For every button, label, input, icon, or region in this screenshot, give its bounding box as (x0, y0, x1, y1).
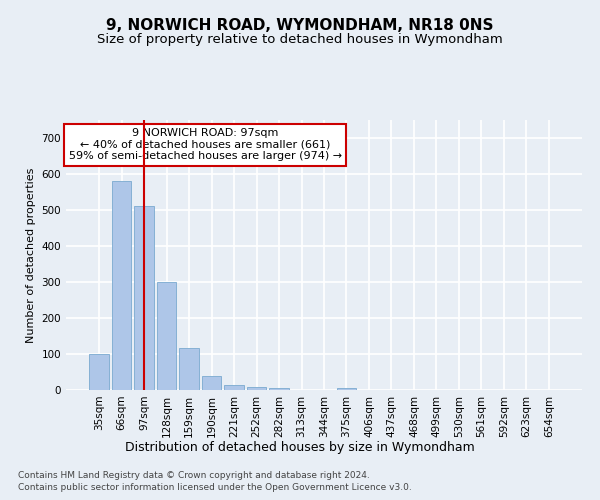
Bar (202, 376, 221, 390)
Text: Distribution of detached houses by size in Wymondham: Distribution of detached houses by size … (125, 441, 475, 454)
Bar (269, 388, 289, 390)
Bar (112, 181, 131, 390)
Bar (89, 354, 109, 390)
Text: 9, NORWICH ROAD, WYMONDHAM, NR18 0NS: 9, NORWICH ROAD, WYMONDHAM, NR18 0NS (106, 18, 494, 32)
Bar (337, 388, 356, 390)
Bar (247, 387, 266, 390)
Bar (157, 282, 176, 390)
Text: Contains public sector information licensed under the Open Government Licence v3: Contains public sector information licen… (18, 483, 412, 492)
Bar (134, 206, 154, 390)
Bar (179, 348, 199, 390)
Bar (224, 384, 244, 390)
Text: Size of property relative to detached houses in Wymondham: Size of property relative to detached ho… (97, 32, 503, 46)
Y-axis label: Number of detached properties: Number of detached properties (26, 168, 36, 342)
Text: 9 NORWICH ROAD: 97sqm
← 40% of detached houses are smaller (661)
59% of semi-det: 9 NORWICH ROAD: 97sqm ← 40% of detached … (69, 128, 342, 162)
Text: Contains HM Land Registry data © Crown copyright and database right 2024.: Contains HM Land Registry data © Crown c… (18, 472, 370, 480)
